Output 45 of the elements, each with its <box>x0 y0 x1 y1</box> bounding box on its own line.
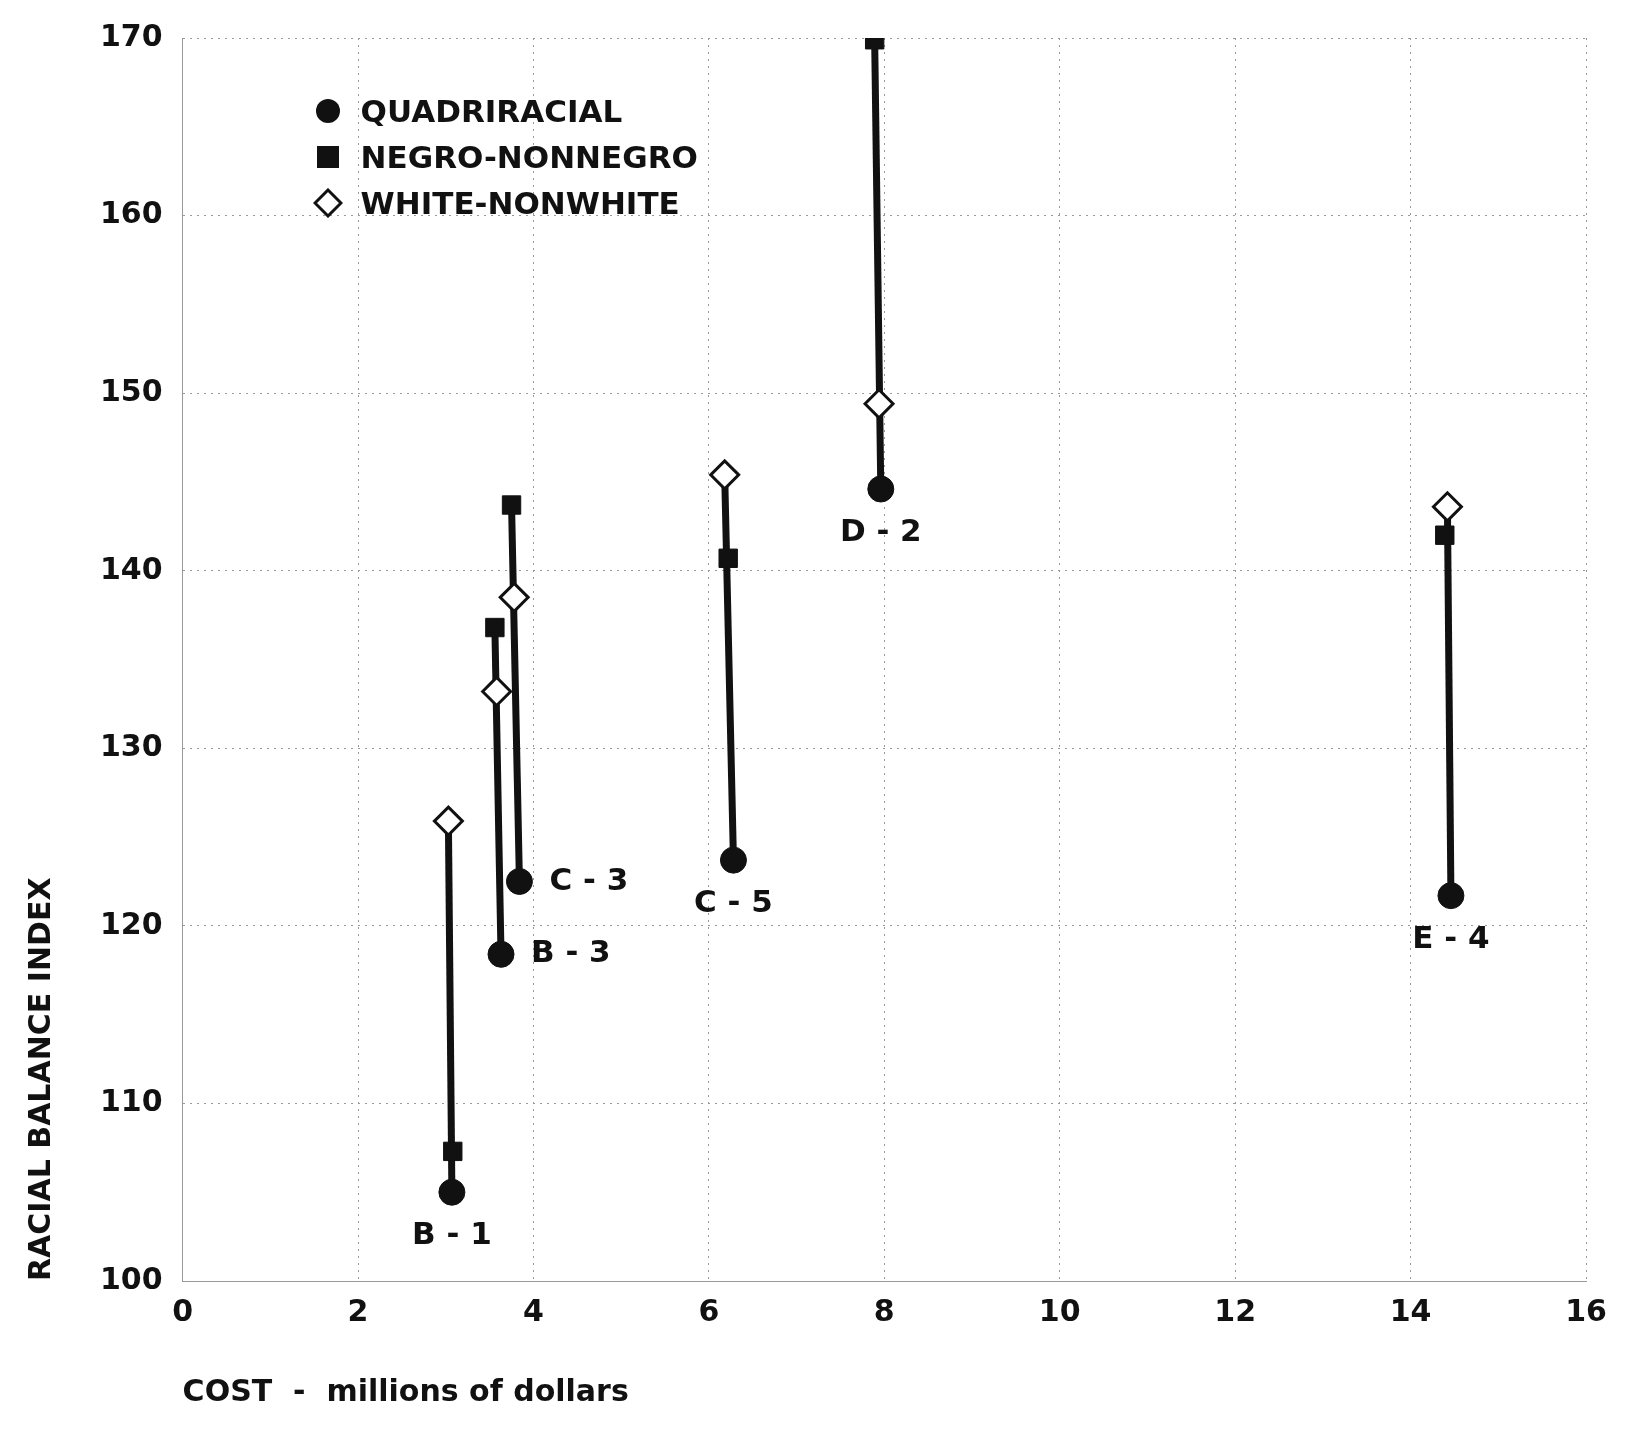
y-tick-label: 120 <box>100 905 163 941</box>
point <box>1431 491 1463 523</box>
point <box>432 805 464 837</box>
annotation: B - 1 <box>412 1215 492 1252</box>
point <box>718 548 738 568</box>
legend-label: QUADRIRACIAL <box>360 93 623 129</box>
x-tick-label: 2 <box>347 1292 369 1328</box>
x-tick-label: 0 <box>172 1292 194 1328</box>
x-tick-label: 10 <box>1038 1292 1081 1328</box>
x-tick-label: 4 <box>523 1292 544 1328</box>
point <box>863 388 895 420</box>
y-tick-label: 150 <box>100 372 163 408</box>
y-tick-label: 110 <box>100 1083 163 1119</box>
point <box>485 617 505 638</box>
x-axis-title: COST - millions of dollars <box>182 1372 629 1408</box>
annotation: C - 5 <box>694 883 773 920</box>
point <box>438 1178 466 1206</box>
point <box>867 475 895 503</box>
point <box>481 675 513 707</box>
x-tick-label: 14 <box>1389 1292 1432 1328</box>
point <box>719 846 747 874</box>
legend-label: NEGRO-NONNEGRO <box>360 139 698 175</box>
x-tick-label: 8 <box>873 1292 895 1328</box>
point <box>1437 882 1465 910</box>
annotation: D - 2 <box>839 512 922 549</box>
point <box>501 495 522 515</box>
annotation: B - 3 <box>531 933 611 970</box>
point <box>709 459 741 491</box>
y-tick-label: 160 <box>100 195 163 231</box>
y-tick-label: 130 <box>100 728 163 764</box>
legend-label: WHITE-NONWHITE <box>360 185 680 221</box>
point <box>1435 525 1455 545</box>
point <box>443 1141 463 1162</box>
x-tick-label: 16 <box>1565 1292 1607 1328</box>
point <box>505 867 533 895</box>
y-axis-title: RACIAL BALANCE INDEX <box>21 877 57 1281</box>
y-tick-label: 170 <box>100 17 163 53</box>
x-tick-label: 12 <box>1214 1292 1257 1328</box>
x-tick-label: 6 <box>698 1292 720 1328</box>
y-tick-label: 100 <box>100 1260 163 1296</box>
annotation: E - 4 <box>1412 918 1490 955</box>
annotation: C - 3 <box>549 860 629 897</box>
point <box>487 940 515 968</box>
y-tick-label: 140 <box>100 550 163 586</box>
point <box>498 581 530 613</box>
